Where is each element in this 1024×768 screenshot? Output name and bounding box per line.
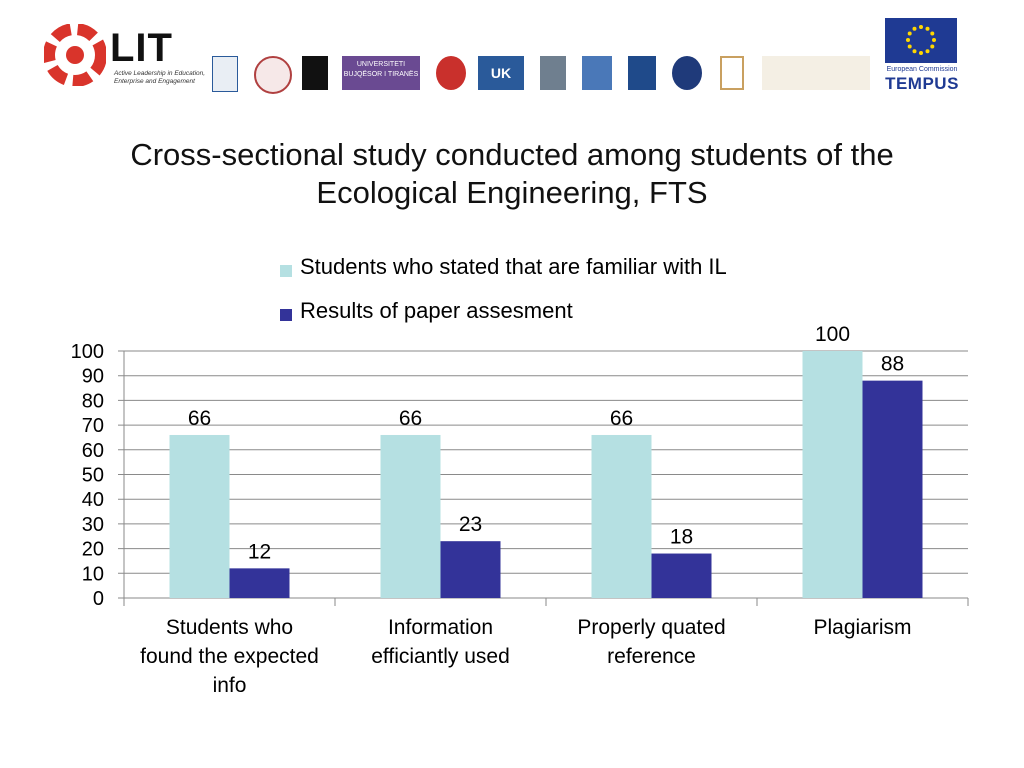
legend-swatch-series-1 <box>280 265 292 277</box>
funder-line: European Commission <box>886 66 958 73</box>
partner-logo-1 <box>212 56 238 92</box>
bar-series-2 <box>862 380 923 598</box>
lit-tagline: Active Leadership in Education, Enterpri… <box>114 70 206 85</box>
partner-logo-7 <box>540 56 566 90</box>
bar-series-1 <box>591 434 652 598</box>
lit-emblem-icon <box>44 24 106 86</box>
lit-logo: LIT Active Leadership in Education, Ente… <box>44 24 205 90</box>
lit-brand: LIT <box>110 26 173 70</box>
partner-logo-5 <box>436 56 466 90</box>
bar-series-2 <box>651 553 712 598</box>
partner-logo-10 <box>672 56 702 90</box>
y-tick-label: 90 <box>82 366 104 388</box>
partner-logo-4-text: UNIVERSITETI BUJQËSOR I TIRANËS <box>343 61 419 78</box>
data-label-series-2: 18 <box>670 526 693 549</box>
legend-label-series-1: Students who stated that are familiar wi… <box>300 254 727 279</box>
data-label-series-1: 66 <box>610 407 633 430</box>
y-tick-label: 60 <box>82 440 104 462</box>
legend-label-series-2: Results of paper assesment <box>300 298 573 323</box>
y-tick-label: 30 <box>82 514 104 536</box>
partner-logo-9 <box>628 56 656 90</box>
y-tick-label: 80 <box>82 390 104 412</box>
partner-logo-2 <box>254 56 292 94</box>
x-tick-label: Students who found the expected info <box>140 616 319 697</box>
data-label-series-2: 88 <box>881 353 904 376</box>
data-label-series-1: 66 <box>399 407 422 430</box>
data-label-series-1: 66 <box>188 407 211 430</box>
y-tick-label: 100 <box>71 341 104 363</box>
y-tick-label: 20 <box>82 539 104 561</box>
bar-series-1 <box>169 434 230 598</box>
y-tick-label: 70 <box>82 415 104 437</box>
partner-logo-8 <box>582 56 612 90</box>
x-tick-label: Information efficiantly used <box>371 616 510 668</box>
x-tick-label: Plagiarism <box>813 616 912 639</box>
bar-series-1 <box>380 434 441 598</box>
tempus-logo: European Commission TEMPUS <box>885 18 959 94</box>
data-label-series-2: 12 <box>248 540 271 563</box>
funder-program: TEMPUS <box>885 74 959 93</box>
partner-logos: UNIVERSITETI BUJQËSOR I TIRANËS UK <box>210 56 870 94</box>
partner-logo-12 <box>762 56 870 90</box>
bar-series-1 <box>802 351 863 598</box>
bar-series-2 <box>440 541 501 598</box>
y-tick-label: 40 <box>82 489 104 511</box>
partner-logo-3 <box>302 56 328 90</box>
partner-logo-11 <box>720 56 744 90</box>
partner-logo-6: UK <box>478 56 524 90</box>
eu-flag-icon <box>885 18 957 63</box>
y-tick-label: 10 <box>82 563 104 585</box>
partner-logo-6-text: UK <box>490 65 512 81</box>
y-tick-label: 0 <box>93 588 104 610</box>
y-tick-label: 50 <box>82 465 104 487</box>
page-title: Cross-sectional study conducted among st… <box>130 137 894 210</box>
bar-series-2 <box>229 568 290 598</box>
data-label-series-2: 23 <box>459 513 482 536</box>
x-tick-label: Properly quated reference <box>577 616 726 668</box>
data-label-series-1: 100 <box>815 323 850 346</box>
partner-logo-4: UNIVERSITETI BUJQËSOR I TIRANËS <box>342 56 420 90</box>
legend-swatch-series-2 <box>280 309 292 321</box>
